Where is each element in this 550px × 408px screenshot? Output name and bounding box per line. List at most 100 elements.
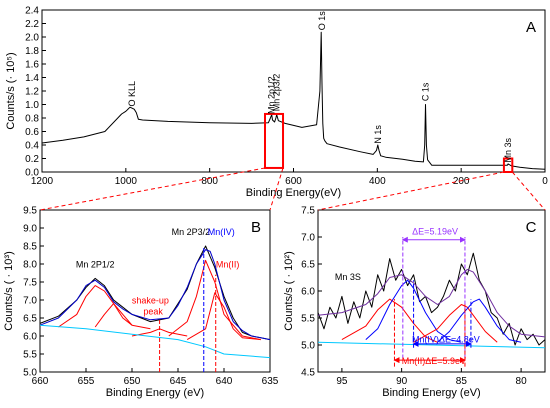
panel-b-mn2p: 660 655 650 645 640 635 5.0 5.5 6.0 6.5 7.0 7.5 8.0 8… <box>3 206 279 400</box>
y-tick-label: 1.6 <box>25 60 39 71</box>
peak-annotation: Mn(II) <box>216 260 240 270</box>
highlight-box <box>502 157 514 173</box>
zoom-connector-line <box>39 167 266 211</box>
peak-annotation: Mn 2p1/2 <box>267 76 277 114</box>
zoom-connector-line <box>317 171 505 211</box>
peak-annotation: Mn 3S <box>335 272 361 282</box>
panel-label: A <box>526 19 536 36</box>
x-tick-label: 85 <box>456 376 468 387</box>
peak-annotation: shake-up <box>132 296 169 306</box>
y-tick-label: 7.0 <box>301 233 315 244</box>
peak-annotation: Mn(II)ΔE=5.9eV <box>402 356 466 366</box>
highlight-box <box>263 112 285 169</box>
panel-label: B <box>251 219 261 236</box>
x-tick-label: 90 <box>396 376 408 387</box>
data-series-line <box>39 245 271 341</box>
data-series-line <box>168 259 261 341</box>
plot-frame <box>41 9 546 173</box>
y-tick-label: 4.5 <box>301 368 315 379</box>
x-tick-label: 1000 <box>115 176 138 187</box>
zoom-connector-line <box>269 167 284 211</box>
x-tick-label: 640 <box>216 376 233 387</box>
y-tick-label: 5.5 <box>23 350 37 361</box>
y-tick-label: 8.5 <box>23 242 37 253</box>
x-tick-label: 600 <box>285 176 302 187</box>
peak-annotation: Mn 2P1/2 <box>76 260 115 270</box>
x-axis-label: Binding Energy (eV) <box>382 387 480 399</box>
x-tick-label: 660 <box>32 376 49 387</box>
data-series-line <box>39 324 271 359</box>
data-series-line <box>94 303 133 328</box>
y-tick-label: 5.5 <box>301 314 315 325</box>
x-tick-label: 655 <box>78 376 95 387</box>
x-tick-label: 0 <box>542 176 548 187</box>
x-tick-label: 80 <box>516 376 528 387</box>
peak-annotation: Mn 3s <box>503 138 513 163</box>
y-tick-label: 2.2 <box>25 19 39 30</box>
zoom-connector-line <box>511 171 546 211</box>
peak-annotation: Mn(IV)ΔE=4.8eV <box>412 334 480 344</box>
y-tick-label: 9.5 <box>23 206 37 217</box>
x-tick-label: 200 <box>453 176 470 187</box>
y-tick-label: 2.0 <box>25 33 39 44</box>
y-tick-label: 5.0 <box>301 341 315 352</box>
y-tick-label: 5.0 <box>23 368 37 379</box>
data-series-line <box>365 279 462 343</box>
x-axis-label: Binding Energy(eV) <box>246 187 341 199</box>
x-tick-label: 645 <box>170 376 187 387</box>
data-series-line <box>39 249 271 341</box>
y-axis-label: Counts/s (· 10⁵) <box>5 52 17 129</box>
data-series-line <box>58 285 151 330</box>
y-tick-label: 6.0 <box>301 287 315 298</box>
x-tick-label: 1200 <box>31 176 54 187</box>
y-tick-label: 8.0 <box>23 260 37 271</box>
data-series-line <box>317 252 546 346</box>
panel-c-mn3s: 95 90 85 80 4.5 5.0 5.5 6.0 6.5 7.0 7.5 Binding Ene… <box>283 206 546 399</box>
peak-annotation: C 1s <box>421 82 431 101</box>
y-tick-label: 6.5 <box>23 314 37 325</box>
y-tick-label: 0.8 <box>25 114 39 125</box>
y-tick-label: 6.5 <box>301 260 315 271</box>
peak-annotation: Mn 2p3/2 <box>271 74 281 112</box>
zoom-connectors <box>39 167 546 211</box>
y-tick-label: 0.0 <box>25 168 39 179</box>
y-tick-label: 0.4 <box>25 141 39 152</box>
y-tick-label: 1.2 <box>25 87 39 98</box>
y-tick-label: 7.5 <box>301 206 315 217</box>
y-tick-label: 7.0 <box>23 296 37 307</box>
data-series-line <box>186 292 261 341</box>
data-series-line <box>341 298 438 343</box>
x-axis-label: Binding Energy (eV) <box>106 387 204 399</box>
y-tick-label: 1.4 <box>25 73 39 84</box>
x-tick-label: 650 <box>124 376 141 387</box>
x-tick-label: 400 <box>369 176 386 187</box>
y-tick-label: 6.0 <box>23 332 37 343</box>
peak-annotation: Mn 2P3/2 <box>172 227 211 237</box>
y-tick-label: 1.0 <box>25 100 39 111</box>
x-tick-label: 800 <box>201 176 218 187</box>
data-series-line <box>317 268 546 338</box>
y-tick-label: 0.2 <box>25 154 39 165</box>
peak-annotation: Mn(IV) <box>208 227 235 237</box>
y-tick-label: 1.8 <box>25 46 39 57</box>
peak-annotation: ΔE=5.19eV <box>412 226 458 236</box>
y-tick-label: 0.6 <box>25 127 39 138</box>
peak-annotation: O KLL <box>127 81 137 107</box>
panel-label: C <box>526 219 537 236</box>
x-tick-label: 95 <box>336 376 348 387</box>
data-series-line <box>413 304 498 343</box>
x-tick-label: 635 <box>262 376 279 387</box>
y-axis-label: Counts/s ( · 10²) <box>283 251 295 330</box>
y-tick-label: 7.5 <box>23 278 37 289</box>
y-tick-label: 9.0 <box>23 224 37 235</box>
data-series-line <box>437 298 522 343</box>
panel-a-survey: 1200 1000 800 600 400 200 0 0.0 0.2 0.4 0.6 0.8 1.0 1… <box>5 6 548 200</box>
peak-annotation: N 1s <box>373 125 383 144</box>
y-tick-label: 2.4 <box>25 6 39 17</box>
peak-annotation: peak <box>143 306 163 316</box>
y-axis-label: Counts/s ( · 10³) <box>3 251 15 330</box>
data-series-line <box>41 31 546 170</box>
peak-annotation: O 1s <box>317 11 327 31</box>
plot-frame <box>39 209 271 373</box>
